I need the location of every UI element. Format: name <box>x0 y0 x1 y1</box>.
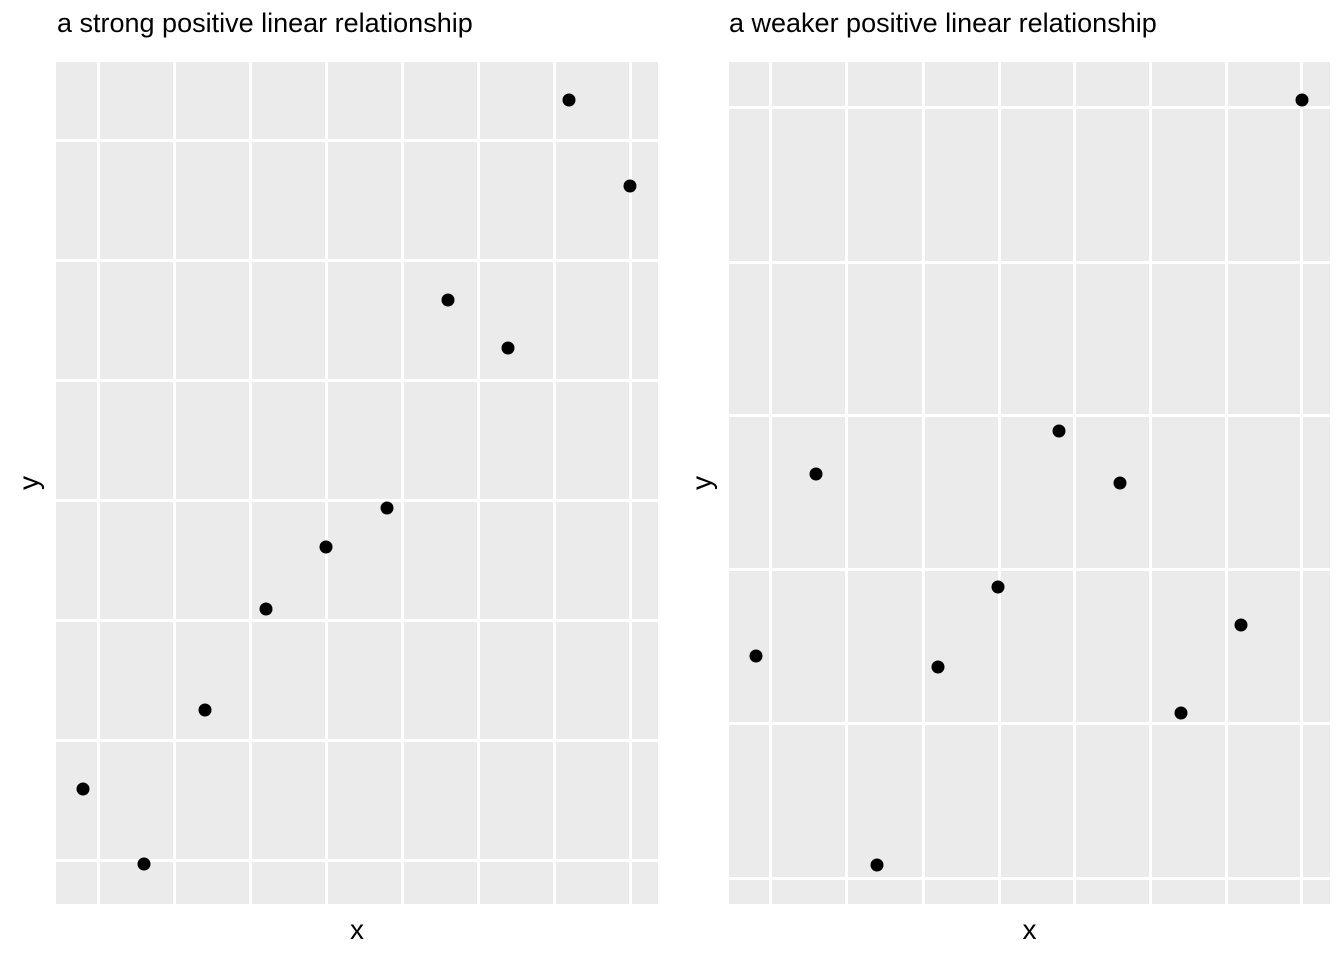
vertical-gridline <box>844 62 848 904</box>
y-axis-label-right: y <box>686 476 717 490</box>
horizontal-gridline <box>729 261 1330 265</box>
vertical-gridline <box>248 62 252 904</box>
horizontal-gridline <box>729 568 1330 572</box>
data-point <box>259 602 273 616</box>
horizontal-gridline <box>56 139 658 143</box>
x-axis-label-right: x <box>1022 914 1037 945</box>
data-point <box>991 580 1005 594</box>
data-point <box>1113 476 1127 490</box>
data-point <box>198 703 212 717</box>
data-point <box>441 293 455 307</box>
vertical-gridline <box>1148 62 1152 904</box>
data-point <box>931 660 945 674</box>
data-point <box>76 782 90 796</box>
data-point <box>1052 424 1066 438</box>
data-point <box>1295 93 1309 107</box>
data-point <box>501 341 515 355</box>
vertical-gridline <box>769 62 773 904</box>
vertical-gridline <box>1072 62 1076 904</box>
horizontal-gridline <box>729 106 1330 110</box>
vertical-gridline <box>172 62 176 904</box>
vertical-gridline <box>1300 62 1304 904</box>
vertical-gridline <box>628 62 632 904</box>
horizontal-gridline <box>56 738 658 742</box>
vertical-gridline <box>552 62 556 904</box>
plot-panel-left <box>56 62 658 904</box>
horizontal-gridline <box>56 259 658 263</box>
vertical-gridline <box>921 62 925 904</box>
vertical-gridline <box>998 62 1002 904</box>
vertical-gridline <box>96 62 100 904</box>
data-point <box>1234 618 1248 632</box>
vertical-gridline <box>1224 62 1228 904</box>
data-point <box>1174 706 1188 720</box>
x-axis-label-left: x <box>350 914 364 945</box>
horizontal-gridline <box>56 379 658 383</box>
vertical-gridline <box>400 62 404 904</box>
vertical-gridline <box>476 62 480 904</box>
data-point <box>137 857 151 871</box>
plot-panel-right <box>729 62 1330 904</box>
data-point <box>380 501 394 515</box>
data-point <box>809 467 823 481</box>
plot-title-right: a weaker positive linear relationship <box>729 8 1157 38</box>
y-axis-label-left: y <box>13 476 44 490</box>
horizontal-gridline <box>729 722 1330 726</box>
horizontal-gridline <box>729 877 1330 881</box>
horizontal-gridline <box>56 499 658 502</box>
data-point <box>870 858 884 872</box>
data-point <box>562 93 576 107</box>
data-point <box>319 540 333 554</box>
horizontal-gridline <box>729 414 1330 418</box>
vertical-gridline <box>324 62 328 904</box>
data-point <box>623 179 637 193</box>
horizontal-gridline <box>56 858 658 862</box>
plot-title-left: a strong positive linear relationship <box>57 8 473 38</box>
horizontal-gridline <box>56 618 658 622</box>
data-point <box>749 649 763 663</box>
